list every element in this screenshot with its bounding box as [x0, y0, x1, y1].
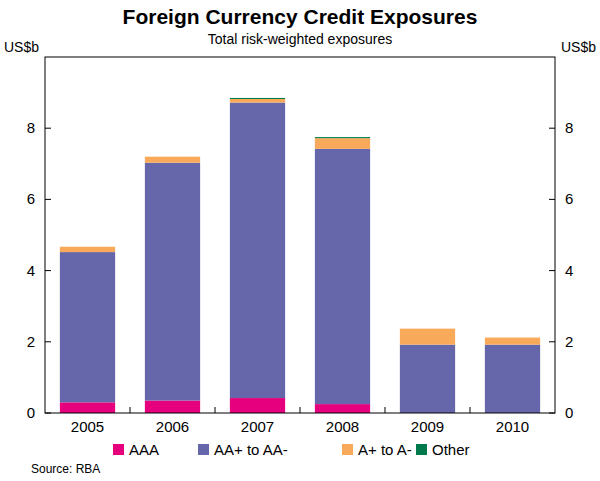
- x-tick: [215, 407, 216, 413]
- bar-segment: [315, 404, 370, 413]
- y-label: US$b: [561, 39, 596, 55]
- legend-swatch: [198, 444, 209, 455]
- x-tick: [300, 407, 301, 413]
- bar-segment: [315, 149, 370, 404]
- y-label: US$b: [4, 39, 39, 55]
- bar-segment: [60, 402, 115, 413]
- bar-segment: [145, 157, 200, 163]
- legend-label: A+ to A-: [358, 441, 412, 458]
- bar-segment: [230, 99, 285, 103]
- bar-segment: [400, 328, 455, 329]
- y-tick-label: 2: [565, 333, 573, 350]
- bar-segment: [145, 156, 200, 157]
- bar-segment: [230, 103, 285, 398]
- x-tick: [130, 407, 131, 413]
- y-tick: [549, 128, 555, 129]
- bars: [60, 98, 540, 413]
- y-tick: [45, 341, 51, 342]
- title: Foreign Currency Credit Exposures: [123, 5, 478, 28]
- source: Source: RBA: [31, 462, 100, 476]
- bar-segment: [485, 338, 540, 345]
- y-tick-label: 0: [27, 404, 35, 421]
- legend-swatch: [416, 444, 427, 455]
- bar-segment: [60, 252, 115, 402]
- y-tick: [45, 128, 51, 129]
- plot-frame: [45, 57, 555, 413]
- legend-swatch: [342, 444, 353, 455]
- y-tick-label: 8: [27, 119, 35, 136]
- legend: AAA AA+ to AA- A+ to A- Other: [113, 441, 470, 458]
- legend-label: AA+ to AA-: [214, 441, 288, 458]
- bar-segment: [230, 98, 285, 99]
- bar-segment: [485, 337, 540, 338]
- y-tick-label: 6: [27, 190, 35, 207]
- x-tick-label: 2005: [71, 418, 104, 435]
- x-tick: [470, 407, 471, 413]
- bar-segment: [145, 163, 200, 401]
- bar-segment: [485, 345, 540, 413]
- y-tick-label: 4: [565, 262, 573, 279]
- x-tick-label: 2007: [241, 418, 274, 435]
- y-tick-label: 2: [27, 333, 35, 350]
- y-tick: [549, 341, 555, 342]
- y-tick: [549, 270, 555, 271]
- y-tick: [549, 199, 555, 200]
- bar-segment: [60, 246, 115, 247]
- chart: Foreign Currency Credit Exposures Total r…: [0, 0, 600, 481]
- bar-segment: [145, 401, 200, 413]
- bar-segment: [230, 398, 285, 413]
- bar-segment: [400, 329, 455, 345]
- bar-segment: [400, 345, 455, 413]
- y-tick-label: 8: [565, 119, 573, 136]
- bar-segment: [315, 138, 370, 149]
- y-tick: [45, 270, 51, 271]
- bar-segment: [315, 137, 370, 138]
- y-tick-label: 6: [565, 190, 573, 207]
- x-tick: [385, 407, 386, 413]
- legend-label: Other: [432, 441, 470, 458]
- x-tick-label: 2009: [411, 418, 444, 435]
- bar-segment: [60, 247, 115, 252]
- y-tick-label: 0: [565, 404, 573, 421]
- y-tick: [549, 413, 555, 414]
- x-tick-label: 2008: [326, 418, 359, 435]
- legend-label: AAA: [129, 441, 159, 458]
- x-tick-label: 2006: [156, 418, 189, 435]
- subtitle: Total risk-weighted exposures: [208, 31, 392, 47]
- x-tick-label: 2010: [496, 418, 529, 435]
- y-tick: [45, 413, 51, 414]
- legend-swatch: [113, 444, 124, 455]
- y-tick: [45, 199, 51, 200]
- y-tick-label: 4: [27, 262, 35, 279]
